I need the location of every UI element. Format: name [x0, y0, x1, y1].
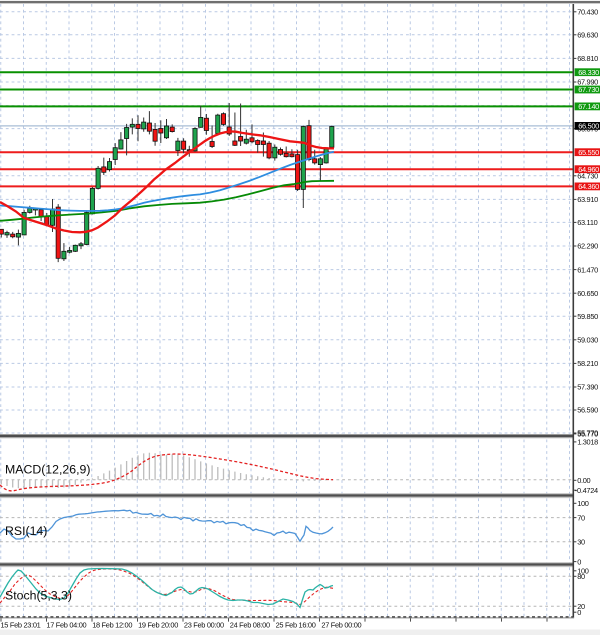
- svg-text:0: 0: [577, 608, 581, 617]
- svg-text:0: 0: [577, 557, 581, 566]
- svg-text:17 Feb 04:00: 17 Feb 04:00: [46, 620, 86, 629]
- svg-text:63.110: 63.110: [577, 218, 597, 227]
- svg-text:0.00: 0.00: [577, 476, 590, 485]
- svg-text:27 Feb 00:00: 27 Feb 00:00: [321, 620, 361, 629]
- svg-text:100: 100: [577, 567, 589, 576]
- svg-text:70: 70: [577, 513, 585, 522]
- svg-text:55.770: 55.770: [577, 430, 598, 439]
- svg-text:59.030: 59.030: [577, 336, 598, 345]
- svg-text:64.960: 64.960: [578, 165, 599, 174]
- svg-text:68.810: 68.810: [577, 54, 598, 63]
- svg-text:1.3018: 1.3018: [577, 438, 598, 447]
- svg-text:100: 100: [577, 499, 589, 508]
- svg-text:18 Feb 12:00: 18 Feb 12:00: [92, 620, 132, 629]
- svg-text:59.850: 59.850: [577, 312, 598, 321]
- svg-text:62.290: 62.290: [577, 242, 598, 251]
- svg-text:20: 20: [577, 602, 585, 611]
- svg-text:24 Feb 08:00: 24 Feb 08:00: [230, 620, 270, 629]
- svg-text:RSI(14): RSI(14): [5, 524, 47, 538]
- svg-text:64.730: 64.730: [577, 172, 598, 181]
- svg-text:MACD(12,26,9): MACD(12,26,9): [5, 462, 90, 476]
- svg-text:23 Feb 00:00: 23 Feb 00:00: [184, 620, 224, 629]
- svg-text:63.910: 63.910: [577, 195, 598, 204]
- svg-text:25 Feb 16:00: 25 Feb 16:00: [276, 620, 316, 629]
- svg-text:Stoch(5,3,3): Stoch(5,3,3): [5, 589, 72, 603]
- svg-text:68.330: 68.330: [578, 68, 599, 77]
- svg-text:65.550: 65.550: [578, 148, 599, 157]
- svg-text:67.730: 67.730: [578, 85, 599, 94]
- svg-text:80: 80: [577, 572, 585, 581]
- svg-text:61.470: 61.470: [577, 265, 598, 274]
- svg-text:55.770: 55.770: [577, 429, 598, 438]
- svg-text:19 Feb 20:00: 19 Feb 20:00: [138, 620, 178, 629]
- svg-text:30: 30: [577, 538, 585, 547]
- svg-text:57.390: 57.390: [577, 383, 598, 392]
- svg-text:70.430: 70.430: [577, 8, 598, 17]
- svg-text:69.630: 69.630: [577, 31, 598, 40]
- svg-text:66.500: 66.500: [578, 122, 599, 131]
- svg-text:64.360: 64.360: [578, 182, 599, 191]
- svg-text:15 Feb 23:01: 15 Feb 23:01: [1, 620, 41, 629]
- svg-text:58.210: 58.210: [577, 359, 598, 368]
- svg-text:67.140: 67.140: [578, 102, 599, 111]
- svg-text:60.650: 60.650: [577, 289, 598, 298]
- svg-text:67.990: 67.990: [577, 78, 598, 87]
- svg-text:-0.4724: -0.4724: [575, 486, 598, 495]
- svg-text:56.590: 56.590: [577, 406, 598, 415]
